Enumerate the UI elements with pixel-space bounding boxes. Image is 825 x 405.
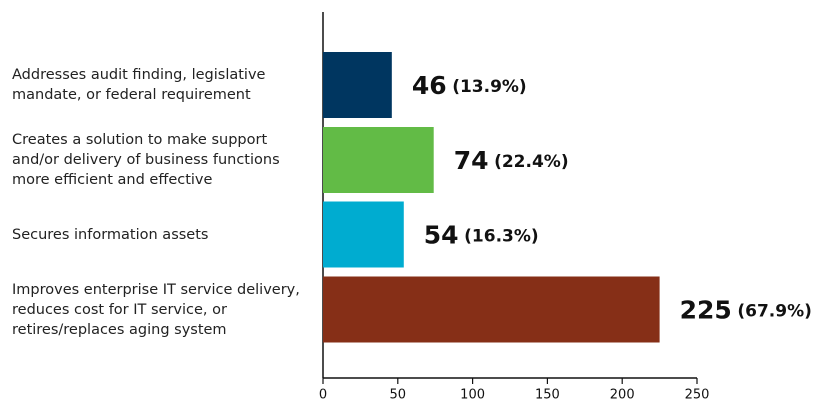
value-number: 54 — [424, 221, 459, 250]
value-label: 74 (22.4%) — [454, 146, 569, 175]
x-tick-label: 150 — [535, 388, 560, 403]
value-number: 46 — [412, 71, 447, 100]
bar — [323, 127, 434, 193]
category-label: Improves enterprise IT service delivery,… — [12, 281, 300, 338]
value-share: (16.3%) — [464, 227, 539, 247]
value-share: (13.9%) — [452, 77, 527, 97]
x-tick-label: 50 — [390, 388, 407, 403]
category-label: Creates a solution to make support and/o… — [12, 132, 280, 188]
value-number: 225 — [680, 296, 732, 325]
category-label: Secures information assets — [12, 226, 209, 243]
x-tick-label: 250 — [685, 388, 710, 403]
value-number: 74 — [454, 146, 489, 175]
bar — [323, 52, 392, 118]
value-share: (22.4%) — [494, 152, 569, 172]
x-tick-label: 100 — [460, 388, 485, 403]
category-label: Addresses audit finding, legislative man… — [12, 67, 266, 103]
x-tick-label: 200 — [610, 388, 635, 403]
value-label: 46 (13.9%) — [412, 71, 527, 100]
x-tick-label: 0 — [319, 388, 327, 403]
bar — [323, 201, 404, 268]
value-label: 225 (67.9%) — [680, 296, 812, 325]
bar — [323, 276, 660, 343]
value-label: 54 (16.3%) — [424, 221, 539, 250]
value-share: (67.9%) — [737, 302, 812, 322]
